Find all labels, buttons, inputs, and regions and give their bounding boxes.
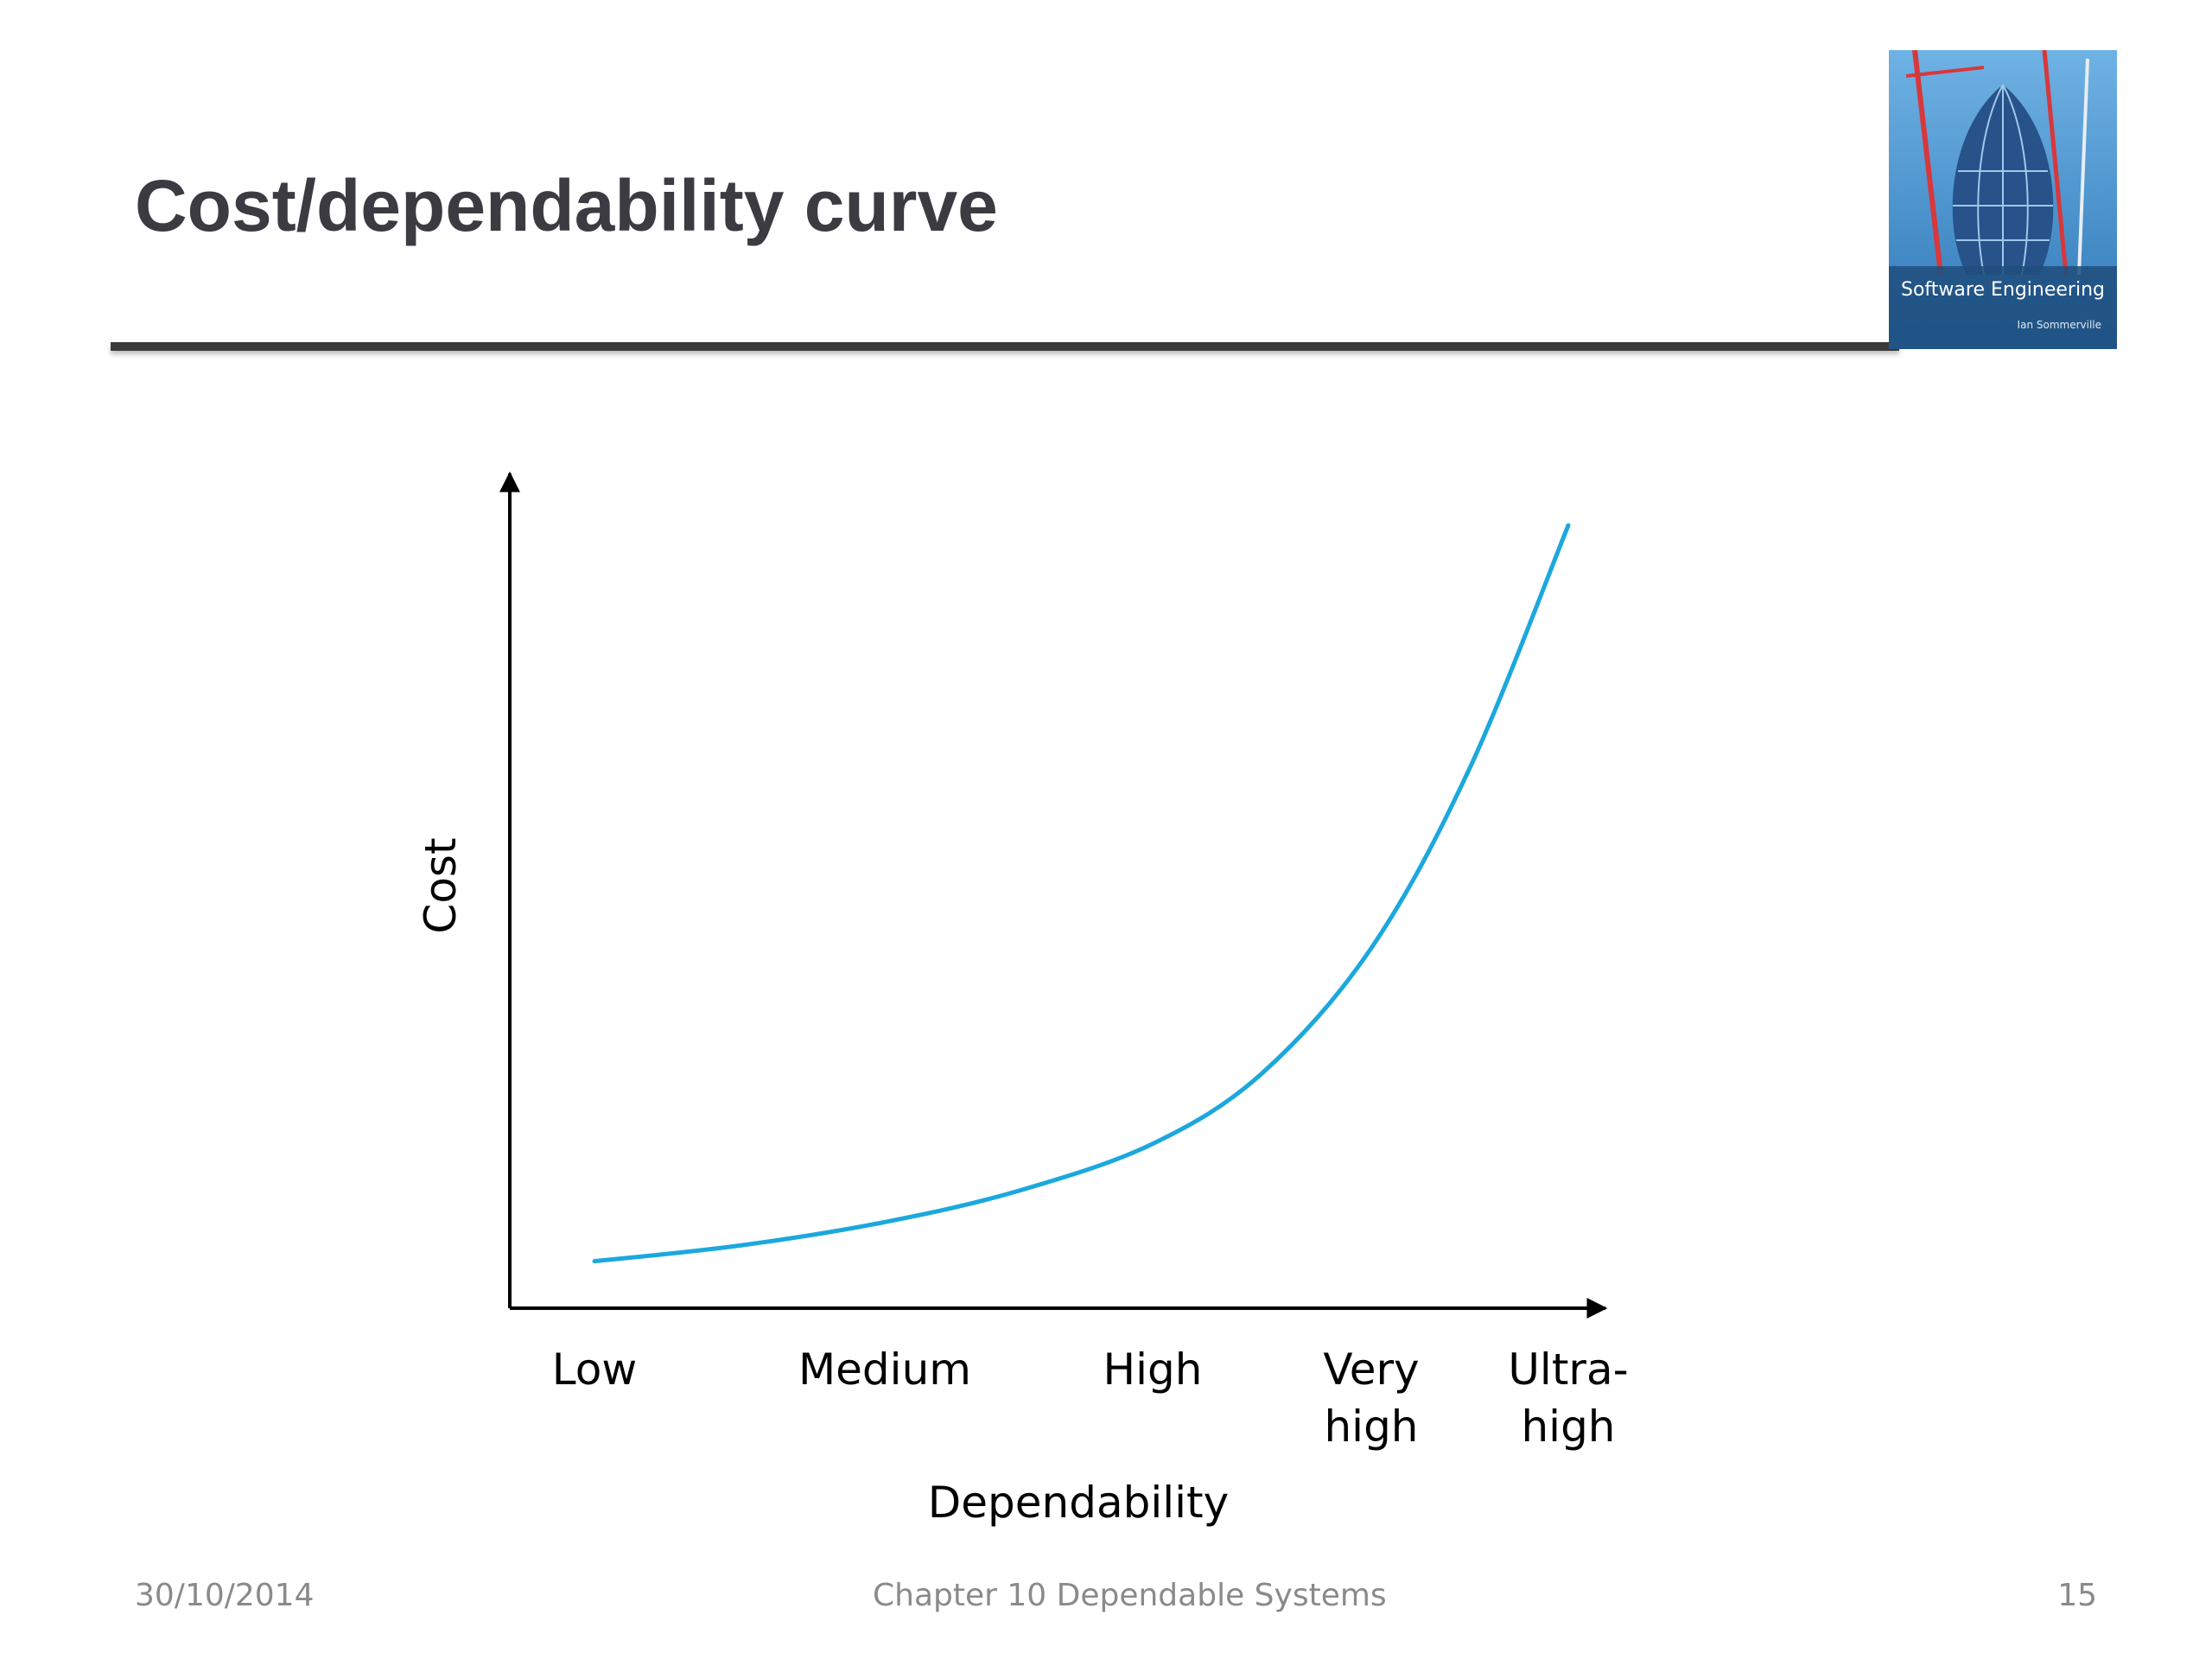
footer-chapter: Chapter 10 Dependable Systems [873, 1578, 1387, 1613]
x-tick-label: Low [552, 1344, 637, 1395]
footer-page-number: 15 [2057, 1578, 2097, 1613]
cover-title: Software Engineering [1901, 279, 2105, 301]
title-divider [111, 342, 1899, 351]
cost-curve-series-0 [592, 523, 1571, 1264]
x-tick-label: High [1103, 1344, 1203, 1395]
slide-title: Cost/dependability curve [135, 165, 998, 246]
book-cover-illustration [1889, 50, 2117, 349]
x-axis-label: Dependability [928, 1478, 1229, 1528]
y-axis-label: Cost [416, 837, 466, 933]
cover-author: Ian Sommerville [2017, 319, 2101, 331]
book-cover-image: Software Engineering Ian Sommerville [1889, 50, 2117, 349]
footer-date: 30/10/2014 [135, 1578, 315, 1613]
x-tick-label: Very high [1323, 1344, 1419, 1452]
x-tick-label: Medium [798, 1344, 971, 1395]
x-tick-label: Ultra-high [1508, 1344, 1628, 1452]
